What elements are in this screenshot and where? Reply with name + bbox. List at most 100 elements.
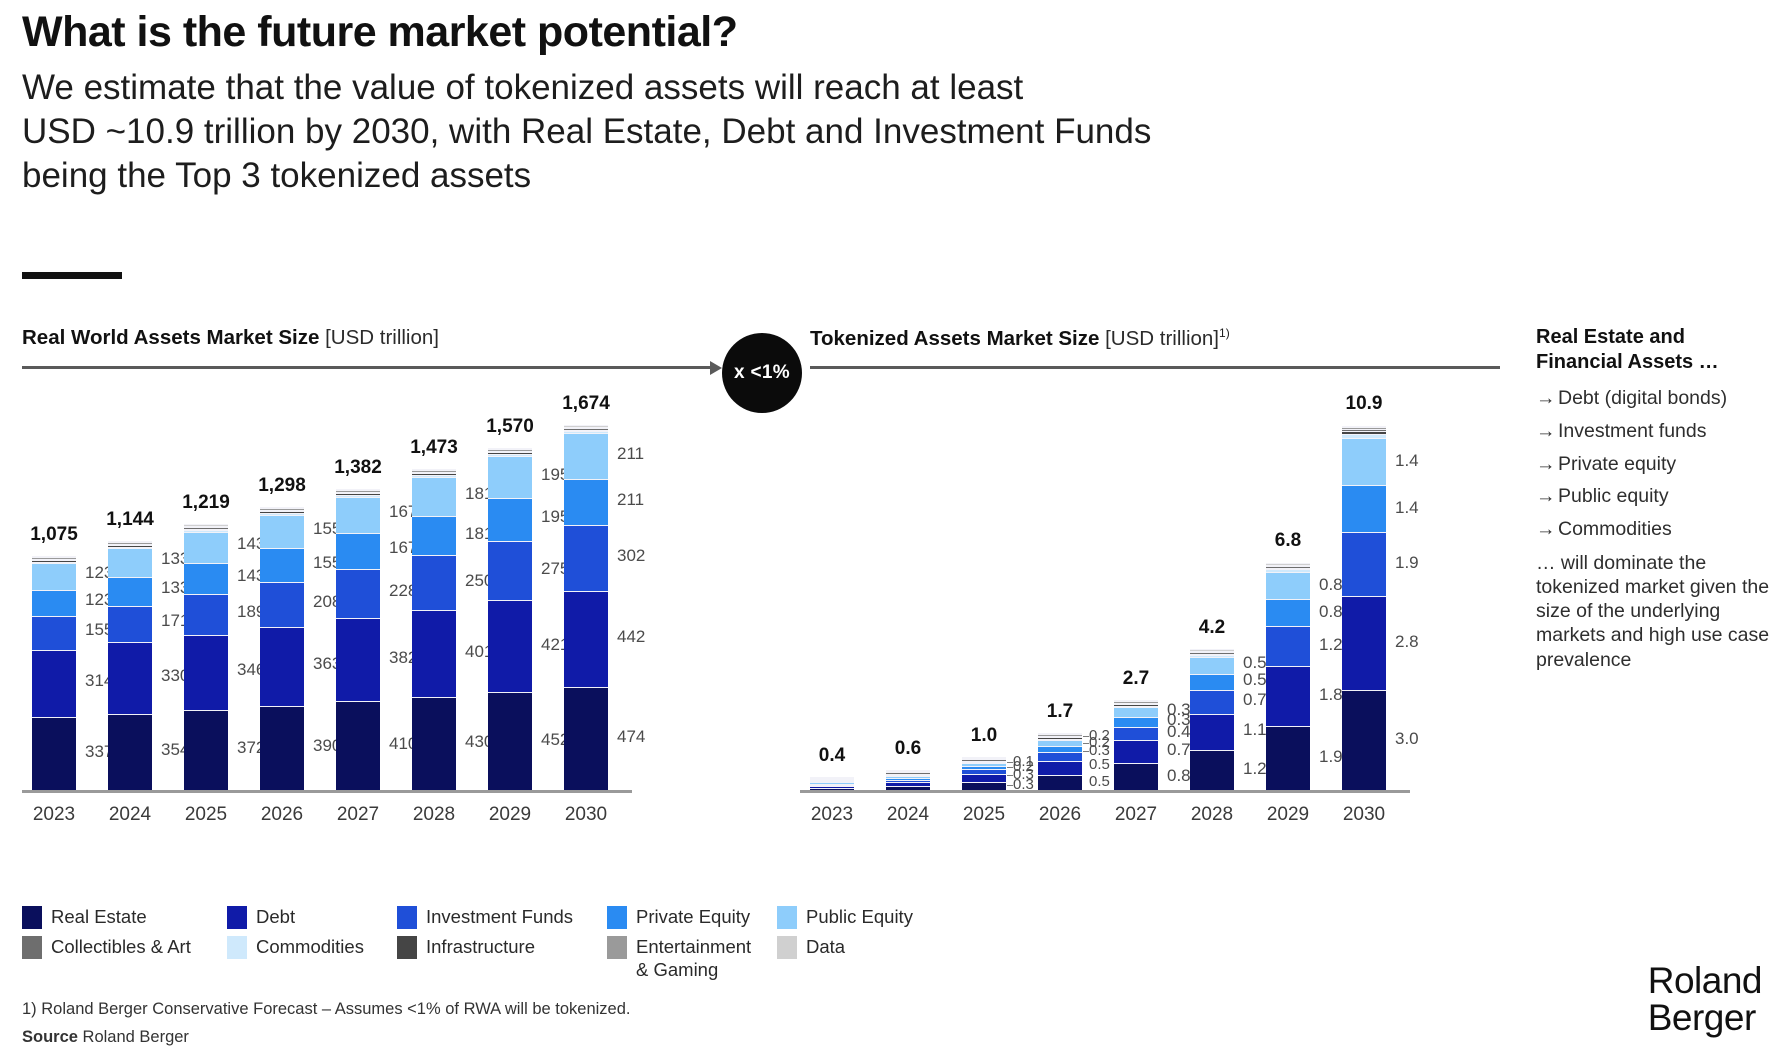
- bar-segment-data: [564, 425, 608, 427]
- bar-column-2025[interactable]: [962, 756, 1006, 790]
- label-leader-line: [1007, 761, 1013, 763]
- segment-value-label: 171: [161, 611, 190, 631]
- bar-segment-collectibles-art: [564, 428, 608, 430]
- bar-segment-commodities: [260, 512, 304, 515]
- bar-segment-investment-funds: [1190, 690, 1234, 714]
- side-panel-bullet: → Commodities: [1536, 518, 1776, 542]
- bar-column-2024[interactable]: [886, 769, 930, 790]
- bar-segment-public-equity: [1266, 572, 1310, 600]
- bar-segment-debt: [886, 782, 930, 786]
- real-world-assets-chart: 1,075 337 314 155 123 123 2023 1,144 354 330 171 13…: [22, 390, 722, 850]
- bar-segment-entertainment-gaming: [412, 470, 456, 472]
- bar-segment-investment-funds: [260, 581, 304, 627]
- legend-item-debt[interactable]: Debt: [227, 905, 295, 929]
- segment-value-label: 330: [161, 665, 190, 685]
- legend-item-label: Infrastructure: [426, 935, 535, 958]
- bar-segment-private-equity: [962, 766, 1006, 769]
- bar-column-2024[interactable]: [108, 540, 152, 790]
- bar-segment-private-equity: [1114, 717, 1158, 727]
- segment-value-label: 474: [617, 727, 646, 747]
- stacked-bar: [886, 769, 930, 790]
- bar-segment-investment-funds: [886, 779, 930, 783]
- bar-segment-real-estate: [1114, 763, 1158, 790]
- bar-column-2025[interactable]: [184, 524, 228, 790]
- stacked-bar: [962, 756, 1006, 790]
- bar-segment-infrastructure: [108, 545, 152, 547]
- bar-segment-infrastructure: [564, 429, 608, 432]
- segment-value-label: 1.1: [1243, 720, 1267, 740]
- bar-segment-investment-funds: [412, 555, 456, 610]
- segment-value-label: 228: [389, 581, 418, 601]
- stacked-bar: [184, 524, 228, 790]
- bar-segment-collectibles-art: [1342, 428, 1386, 432]
- segment-value-label: 167: [389, 538, 418, 558]
- bar-segment-investment-funds: [810, 784, 854, 787]
- bar-column-2030[interactable]: [564, 425, 608, 790]
- bar-segment-data: [886, 769, 930, 772]
- bar-segment-collectibles-art: [886, 772, 930, 774]
- segment-value-label: 1.2: [1319, 635, 1343, 654]
- bar-segment-public-equity: [810, 782, 854, 784]
- legend-item-public-equity[interactable]: Public Equity: [777, 905, 913, 929]
- bar-column-2023[interactable]: [32, 555, 76, 790]
- bar-column-2028[interactable]: [412, 468, 456, 790]
- legend-item-collectibles-art[interactable]: Collectibles & Art: [22, 935, 191, 959]
- legend-item-private-equity[interactable]: Private Equity: [607, 905, 750, 929]
- left-chart-title: Real World Assets Market Size [USD trill…: [22, 326, 439, 350]
- segment-value-label: 167: [389, 501, 418, 521]
- bar-segment-private-equity: [1190, 673, 1234, 691]
- legend-item-data[interactable]: Data: [777, 935, 845, 959]
- legend-swatch-icon: [777, 936, 797, 959]
- bar-segment-debt: [1114, 740, 1158, 764]
- bar-segment-entertainment-gaming: [1190, 650, 1234, 653]
- legend-item-real-estate[interactable]: Real Estate: [22, 905, 147, 929]
- x-axis-tick-2024: 2024: [108, 804, 152, 825]
- stacked-bar: [108, 540, 152, 790]
- x-axis-tick-2029: 2029: [1266, 804, 1310, 825]
- segment-value-label: 155: [313, 518, 342, 538]
- bar-column-2023[interactable]: [810, 776, 854, 790]
- stacked-bar: [1038, 733, 1082, 790]
- side-panel-bullet-label: Commodities: [1558, 518, 1672, 541]
- bar-column-2027[interactable]: [1114, 699, 1158, 790]
- bar-segment-public-equity: [1342, 438, 1386, 486]
- subtitle-line-3: being the Top 3 tokenized assets: [22, 155, 532, 195]
- bar-segment-real-estate: [336, 701, 380, 790]
- bar-segment-private-equity: [1038, 746, 1082, 753]
- legend-row: Collectibles & Art Commodities Infrastruct…: [22, 935, 982, 991]
- legend-swatch-icon: [777, 906, 797, 929]
- bar-segment-investment-funds: [564, 525, 608, 591]
- segment-value-label: 181: [465, 484, 494, 504]
- bar-column-2026[interactable]: [260, 506, 304, 790]
- right-chart-title-main: Tokenized Assets Market Size: [810, 326, 1100, 350]
- bar-segment-private-equity: [1342, 485, 1386, 533]
- legend-item-infrastructure[interactable]: Infrastructure: [397, 935, 535, 959]
- legend-item-label: Investment Funds: [426, 905, 573, 928]
- stacked-bar: [564, 425, 608, 790]
- bar-segment-commodities: [1342, 433, 1386, 439]
- bar-segment-private-equity: [260, 548, 304, 582]
- legend-item-investment-funds[interactable]: Investment Funds: [397, 905, 573, 929]
- bar-column-2028[interactable]: [1190, 649, 1234, 790]
- arrow-right-icon: →: [1536, 387, 1556, 409]
- bar-segment-data: [336, 488, 380, 491]
- legend-swatch-icon: [607, 936, 627, 959]
- bar-column-2029[interactable]: [488, 447, 532, 790]
- bar-column-2027[interactable]: [336, 488, 380, 790]
- legend-item-commodities[interactable]: Commodities: [227, 935, 364, 959]
- right-chart-title: Tokenized Assets Market Size [USD trilli…: [810, 326, 1230, 351]
- bar-segment-public-equity: [886, 776, 930, 778]
- segment-value-label: 0.3: [1167, 700, 1191, 720]
- bar-total-label: 1,473: [410, 436, 458, 458]
- bar-column-2026[interactable]: [1038, 733, 1082, 790]
- bar-total-label: 1,298: [258, 474, 306, 496]
- bar-column-2029[interactable]: [1266, 562, 1310, 790]
- bar-segment-real-estate: [184, 709, 228, 790]
- bar-segment-real-estate: [32, 717, 76, 790]
- bar-segment-infrastructure: [1190, 653, 1234, 656]
- bar-column-2030[interactable]: [1342, 425, 1386, 790]
- legend-item-entertainment-gaming[interactable]: Entertainment & Gaming: [607, 935, 751, 981]
- bar-segment-infrastructure: [886, 773, 930, 776]
- bar-segment-entertainment-gaming: [1114, 701, 1158, 703]
- bar-segment-infrastructure: [962, 760, 1006, 763]
